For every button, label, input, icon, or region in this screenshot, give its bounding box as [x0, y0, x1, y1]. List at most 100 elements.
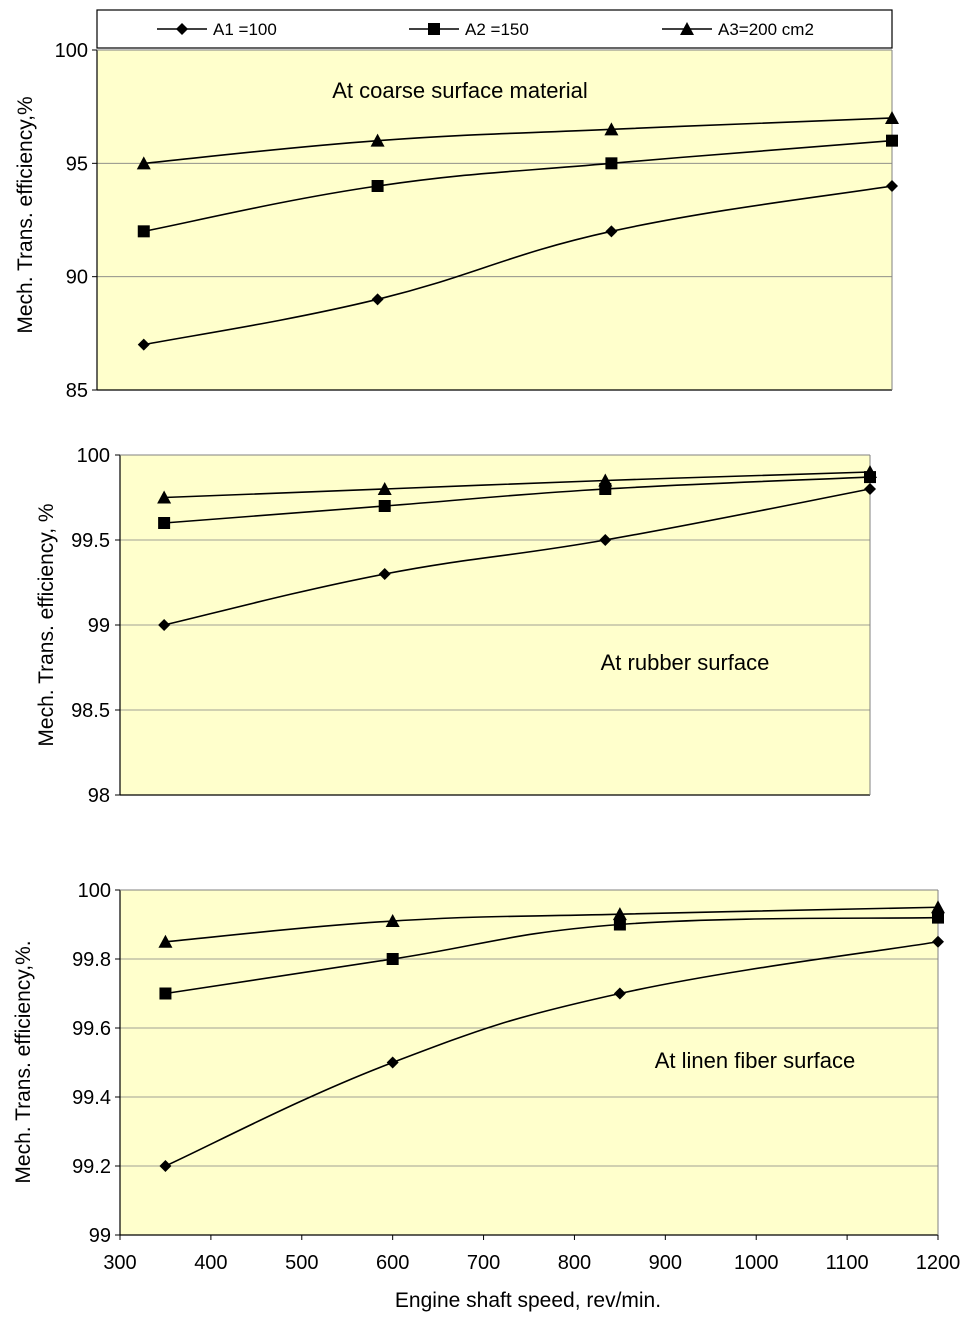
triangle-marker [680, 22, 694, 35]
y-axis-title: Mech. Trans. efficiency,%. [12, 940, 35, 1183]
data-point-diamond [605, 225, 618, 238]
data-point-triangle [931, 900, 945, 914]
y-tick-label: 99.5 [71, 530, 110, 552]
data-point-diamond [864, 483, 876, 495]
series-line [163, 488, 871, 626]
series-line [165, 906, 939, 943]
legend: A1 =100 A2 =150 A3=200 cm2 [96, 9, 893, 49]
data-point-square [158, 517, 171, 529]
y-tick-label: 100 [78, 880, 111, 902]
y-tick-label: 85 [66, 380, 88, 402]
data-point-square [386, 953, 399, 965]
y-tick-label: 99.8 [72, 949, 111, 971]
legend-label-a3: A3=200 cm2 [718, 20, 814, 39]
y-tick-label: 99.2 [72, 1156, 111, 1178]
data-point-triangle [598, 473, 613, 487]
data-point-triangle [157, 490, 172, 504]
x-tick-label: 1200 [916, 1252, 961, 1274]
legend-label-a2: A2 =150 [465, 20, 529, 39]
y-tick-label: 99.4 [72, 1087, 111, 1109]
data-point-triangle [612, 907, 627, 921]
series-2 [137, 134, 898, 238]
series-1 [137, 180, 898, 351]
y-tick-label: 98 [88, 785, 110, 807]
data-point-triangle [604, 122, 619, 136]
series-2 [159, 911, 944, 1000]
legend-item-a3: A3=200 cm2 [662, 20, 814, 39]
charts-container: 85 90 95 100 At coarse surface material Mech.… [12, 40, 960, 1274]
chart-annotation: At rubber surface [601, 650, 770, 675]
y-tick-label: 99 [88, 615, 110, 637]
data-point-triangle [377, 482, 392, 495]
series-3 [158, 900, 945, 948]
data-point-square [613, 918, 626, 931]
series-3 [136, 111, 899, 170]
x-tick-label: 400 [194, 1252, 227, 1274]
x-tick-label: 300 [103, 1252, 136, 1274]
data-point-triangle [385, 914, 400, 928]
y-tick-label: 100 [55, 40, 88, 62]
data-point-diamond [386, 1056, 399, 1069]
series-1 [159, 935, 944, 1172]
series-line [165, 940, 939, 1167]
data-point-triangle [136, 156, 151, 170]
data-point-square [378, 500, 391, 512]
legend-item-a2: A2 =150 [409, 20, 529, 39]
x-tick-label: 800 [558, 1252, 591, 1274]
y-axis-title: Mech. Trans. efficiency, % [35, 503, 58, 746]
plot-area [97, 50, 892, 390]
chart-panel-2: 98 98.5 99 99.5 100 At rubber surface Mech. Tr… [35, 445, 877, 807]
data-point-square [371, 180, 384, 192]
series-line [165, 916, 939, 995]
series-line [143, 117, 893, 165]
chart-panel-1: 85 90 95 100 At coarse surface material Mech.… [14, 40, 899, 402]
data-point-square [159, 987, 172, 1000]
x-axis-title: Engine shaft speed, rev/min. [395, 1289, 661, 1312]
y-tick-label: 99.6 [72, 1018, 111, 1040]
data-point-square [886, 134, 898, 147]
data-point-diamond [599, 534, 612, 546]
data-point-diamond [137, 338, 150, 351]
chart-annotation: At coarse surface material [332, 78, 588, 103]
series-line [164, 476, 871, 524]
data-point-square [605, 157, 618, 170]
y-tick-label: 99 [89, 1225, 111, 1247]
x-tick-label: 600 [376, 1252, 409, 1274]
data-point-triangle [370, 133, 385, 147]
diamond-marker [176, 23, 188, 35]
series-1 [158, 483, 876, 631]
x-tick-label: 1100 [826, 1252, 869, 1274]
chart-panel-3: 99 99.2 99.4 99.6 99.8 100 300 400 500 600 700 800 9… [12, 880, 960, 1274]
x-tick-label: 700 [467, 1252, 500, 1274]
data-point-diamond [886, 180, 898, 192]
data-point-diamond [378, 568, 391, 580]
data-point-triangle [885, 111, 899, 124]
series-line [143, 185, 893, 346]
data-point-diamond [613, 987, 626, 1000]
plot-area [120, 890, 938, 1235]
y-tick-label: 90 [66, 267, 88, 289]
series-line [164, 471, 871, 499]
data-point-diamond [932, 935, 944, 948]
y-tick-label: 98.5 [71, 700, 110, 722]
legend-box [96, 9, 893, 49]
data-point-triangle [158, 934, 173, 948]
chart-annotation: At linen fiber surface [655, 1048, 856, 1073]
x-tick-label: 900 [649, 1252, 682, 1274]
x-tick-label: 1000 [734, 1252, 779, 1274]
data-point-triangle [863, 465, 877, 478]
data-point-square [932, 911, 944, 924]
y-tick-label: 100 [77, 445, 110, 467]
x-tick-label: 500 [285, 1252, 318, 1274]
y-tick-label: 95 [66, 153, 88, 175]
series-line [143, 139, 893, 233]
data-point-diamond [159, 1160, 172, 1172]
data-point-diamond [371, 293, 384, 306]
square-marker [428, 23, 440, 35]
series-3 [157, 465, 877, 504]
legend-item-a1: A1 =100 [157, 20, 277, 39]
legend-label-a1: A1 =100 [213, 20, 277, 39]
data-point-diamond [158, 619, 171, 631]
y-axis-title: Mech. Trans. efficiency,% [14, 96, 37, 333]
